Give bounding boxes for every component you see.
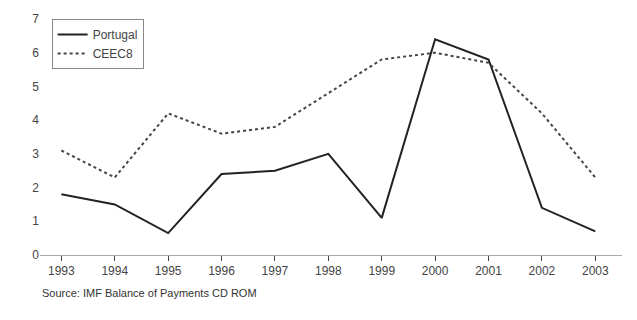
- svg-text:Source: IMF Balance of Payment: Source: IMF Balance of Payments CD ROM: [42, 287, 257, 299]
- svg-text:4: 4: [32, 113, 39, 127]
- svg-text:2000: 2000: [422, 264, 449, 278]
- svg-text:1994: 1994: [101, 264, 128, 278]
- svg-text:2003: 2003: [582, 264, 609, 278]
- svg-text:2002: 2002: [529, 264, 556, 278]
- svg-text:1996: 1996: [208, 264, 235, 278]
- svg-text:1: 1: [32, 214, 39, 228]
- svg-text:7: 7: [32, 12, 39, 26]
- svg-text:5: 5: [32, 80, 39, 94]
- svg-text:2: 2: [32, 181, 39, 195]
- svg-text:Portugal: Portugal: [93, 28, 138, 42]
- svg-text:6: 6: [32, 46, 39, 60]
- svg-text:1998: 1998: [315, 264, 342, 278]
- svg-text:1995: 1995: [155, 264, 182, 278]
- svg-text:3: 3: [32, 147, 39, 161]
- svg-text:1997: 1997: [262, 264, 289, 278]
- svg-text:1993: 1993: [48, 264, 75, 278]
- svg-text:CEEC8: CEEC8: [93, 47, 133, 61]
- svg-text:1999: 1999: [368, 264, 395, 278]
- svg-text:2001: 2001: [475, 264, 502, 278]
- svg-text:0: 0: [32, 248, 39, 262]
